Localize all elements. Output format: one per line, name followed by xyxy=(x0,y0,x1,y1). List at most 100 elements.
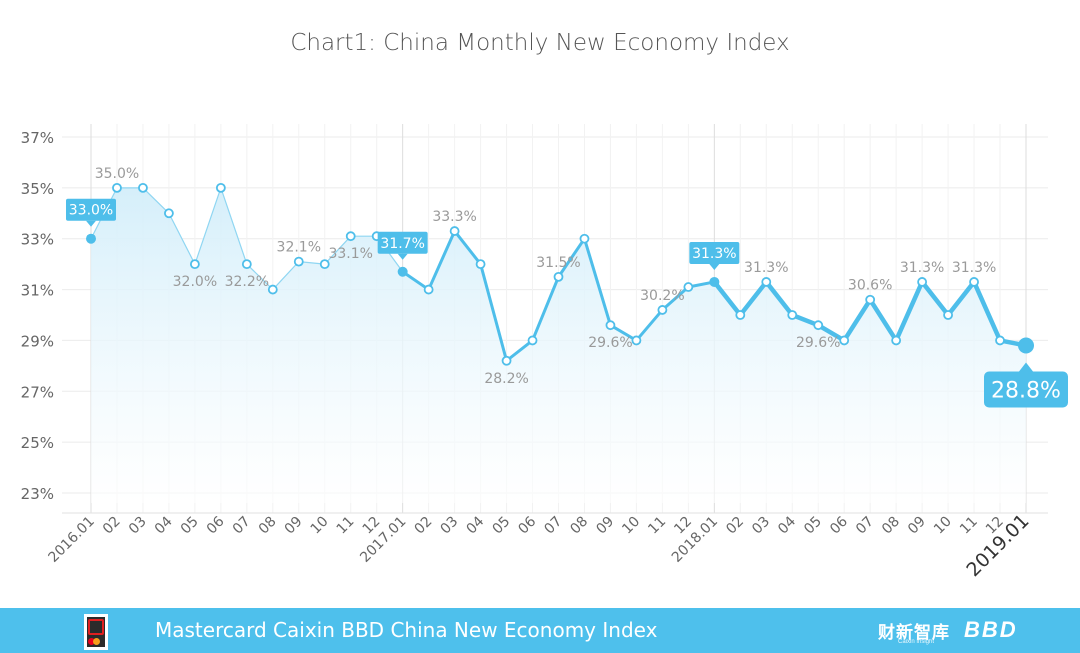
y-tick-label: 23% xyxy=(21,485,54,503)
line-segment xyxy=(971,279,1003,343)
y-tick-label: 29% xyxy=(21,332,54,350)
x-tick-label: 10 xyxy=(308,514,332,538)
data-label: 32.2% xyxy=(225,274,269,290)
line-segment xyxy=(427,229,457,292)
callouts: 33.0% 31.7% 31.3% 28.8% xyxy=(66,198,1068,408)
data-point xyxy=(345,231,356,242)
caixin-insight-sub: Caixin Insight xyxy=(898,639,935,645)
callout-label: 33.0% xyxy=(69,203,113,219)
data-label: 31.5% xyxy=(536,255,580,271)
callout-label: 28.8% xyxy=(991,379,1061,404)
x-tick-label: 05 xyxy=(489,514,513,538)
x-tick-label: 2016.01 xyxy=(46,514,98,566)
line-segment xyxy=(660,285,690,312)
line-segment xyxy=(582,237,612,327)
x-tick-label: 04 xyxy=(152,513,176,537)
y-tick-label: 35% xyxy=(21,180,54,198)
data-label: 30.2% xyxy=(640,288,684,304)
callout-box xyxy=(66,198,116,221)
data-point xyxy=(449,226,460,236)
x-tick-label: 06 xyxy=(827,513,851,537)
callout-pointer xyxy=(397,253,408,260)
line-segment xyxy=(194,187,222,265)
callout-pointer xyxy=(86,220,96,227)
data-point xyxy=(865,294,876,305)
x-tick-label: 03 xyxy=(126,514,150,538)
line-segment xyxy=(608,323,638,342)
x-tick-label: 02 xyxy=(412,514,436,538)
x-tick-label: 04 xyxy=(775,513,799,537)
data-label: 31.3% xyxy=(744,260,788,276)
line-segment xyxy=(168,212,196,265)
line-segment xyxy=(815,322,847,343)
data-labels: 35.0% 32.0% 32.2% 32.1% 33.1% 33.3% 28.2% 31.5%… xyxy=(95,166,997,387)
y-tick-label: 33% xyxy=(21,231,54,249)
data-point xyxy=(631,335,642,346)
x-tick-label: 08 xyxy=(256,514,280,538)
data-point xyxy=(683,282,694,292)
line-segment xyxy=(531,275,560,342)
x-tick-label: 04 xyxy=(463,513,487,537)
data-point xyxy=(138,182,148,193)
data-point xyxy=(527,335,538,346)
data-point xyxy=(657,305,668,315)
footer-bar: Mastercard Caixin BBD China New Economy … xyxy=(0,608,1080,653)
data-point xyxy=(995,335,1005,346)
line-segment xyxy=(764,279,795,318)
callout: 31.3% xyxy=(689,241,740,270)
x-tick-label: 11 xyxy=(957,514,981,538)
data-point xyxy=(969,277,979,287)
data-point xyxy=(605,320,616,331)
line-segment xyxy=(738,279,769,318)
line-segment xyxy=(246,263,274,291)
data-label: 29.6% xyxy=(588,335,632,351)
data-point xyxy=(839,335,850,346)
callout-label: 31.3% xyxy=(692,246,736,262)
line-segment xyxy=(453,229,483,266)
data-point xyxy=(917,277,928,287)
x-tick-label: 07 xyxy=(853,514,877,538)
data-point xyxy=(579,233,590,244)
callout: 31.7% xyxy=(377,231,428,260)
data-point xyxy=(86,233,96,244)
data-point xyxy=(397,266,408,277)
caixin-insight-logo: 财新智库 xyxy=(878,623,950,642)
x-tick-label: 03 xyxy=(749,514,773,538)
x-tick-label: 09 xyxy=(282,514,306,538)
chart-title: Chart1: China Monthly New Economy Index xyxy=(290,30,790,56)
data-point xyxy=(761,277,772,287)
x-tick-label: 02 xyxy=(723,514,747,538)
data-point xyxy=(475,259,486,270)
chart-area: 23% 25% 27% 29% 31% 33% 35% 37% 2016.01 02 03 04 05… xyxy=(21,124,1068,581)
y-tick-label: 37% xyxy=(21,129,54,147)
x-tick-label: 11 xyxy=(645,514,669,538)
x-tick-label: 08 xyxy=(567,514,591,538)
callout-box xyxy=(689,241,740,264)
line-segment xyxy=(142,187,170,214)
data-label: 29.6% xyxy=(796,335,840,351)
footer-text: Mastercard Caixin BBD China New Economy … xyxy=(155,618,658,642)
data-label: 32.1% xyxy=(277,240,321,256)
data-point xyxy=(423,284,434,295)
x-tick-label: 07 xyxy=(230,514,254,538)
data-point xyxy=(787,310,798,320)
x-tick-label: 10 xyxy=(931,514,955,538)
line-segment xyxy=(220,187,248,265)
line-chart: 23%25%27%29%31%33%35%37% 2016.01 02 03 04 05… xyxy=(21,124,1068,581)
data-label: 31.3% xyxy=(952,260,996,276)
x-tick-label: 03 xyxy=(438,514,462,538)
line-segment xyxy=(505,338,535,363)
callout-pointer xyxy=(709,263,720,270)
x-tick-label: 09 xyxy=(593,514,617,538)
line-segment xyxy=(479,262,509,363)
x-tick-label: 07 xyxy=(541,514,565,538)
data-point xyxy=(293,256,304,267)
x-tick-label: 06 xyxy=(204,513,228,537)
data-point xyxy=(241,259,252,270)
line-segment xyxy=(841,297,873,343)
data-label: 33.3% xyxy=(432,209,476,225)
x-tick-label: 09 xyxy=(905,514,929,538)
x-tick-label: 11 xyxy=(334,514,358,538)
data-point xyxy=(189,259,200,270)
